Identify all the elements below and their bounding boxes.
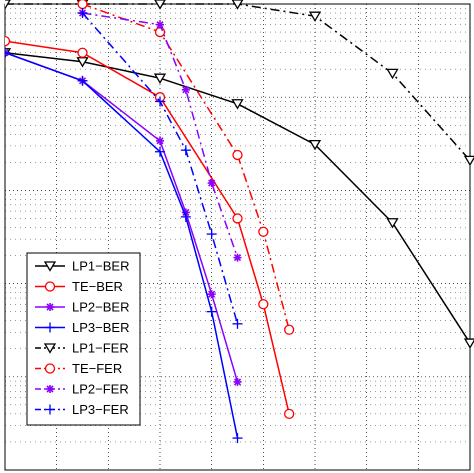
data-point-te-ber [5,35,11,47]
data-point-lp2-fer [233,253,242,262]
legend-box [26,252,141,426]
legend-entry-lp3-fer: LP3−FER [35,402,129,417]
data-point-lp3-fer [77,8,88,19]
legend: LP1−BER TE−BER LP2−BER LP3−BER LP1−FER TE−FER… [26,252,141,426]
data-point-lp3-ber [155,146,165,157]
legend-entry-lp1-ber: LP1−BER [35,259,129,274]
data-point-lp2-ber [156,136,164,145]
data-point-te-fer [258,226,269,237]
data-point-lp1-ber [231,99,244,110]
legend-entry-te-fer: TE−FER [35,361,122,376]
data-point-lp1-fer [308,11,322,22]
data-point-lp3-ber [77,75,88,86]
data-point-lp1-fer [386,68,399,80]
legend-label: LP1−FER [72,341,129,356]
legend-marker [45,322,55,333]
series-line-te-ber [5,40,290,415]
legend-entry-te-ber: TE−BER [35,279,123,294]
legend-marker [45,404,55,415]
series-lp1-ber [5,48,474,349]
legend-entry-lp2-fer: LP2−FER [35,382,129,397]
data-point-lp1-ber [308,139,322,151]
legend-label: TE−BER [72,279,123,294]
data-point-lp1-fer [154,0,166,10]
data-point-te-ber [77,47,88,58]
series-te-fer [77,0,295,335]
legend-label: LP2−BER [72,300,129,315]
legend-marker [43,343,57,354]
legend-label: LP2−FER [72,382,129,397]
series-lines [5,0,474,444]
data-point-te-ber [284,408,295,420]
data-point-lp2-ber [207,290,216,299]
legend-entry-lp2-ber: LP2−BER [35,300,129,315]
data-point-te-fer [154,26,166,38]
data-point-te-fer [284,324,295,335]
legend-marker [44,363,56,374]
data-point-lp1-ber [153,73,167,84]
data-point-lp3-fer [155,96,165,107]
data-point-te-fer [77,0,88,10]
legend-label: LP1−BER [72,259,129,274]
data-point-lp1-ber [463,338,474,349]
data-point-lp3-ber [180,211,191,222]
series-line-lp2-fer [82,12,239,258]
series-line-te-fer [82,3,290,330]
data-point-lp2-fer [207,179,216,188]
legend-marker [46,385,54,393]
series-lp1-fer [5,0,474,167]
data-point-lp3-ber [232,433,243,444]
data-point-te-ber [258,299,269,310]
legend-label: LP3−FER [72,402,129,417]
data-point-te-fer [232,149,243,161]
data-point-lp1-ber [386,218,399,229]
data-point-lp2-fer [156,20,164,29]
series-line-lp3-ber [5,52,239,439]
data-point-lp3-fer [180,145,191,156]
data-point-lp3-fer [232,318,243,329]
data-point-lp3-ber [206,306,217,317]
series-lp3-ber [5,47,243,444]
data-point-lp1-fer [231,0,244,10]
data-point-lp3-ber [5,47,10,58]
data-point-lp2-ber [233,377,242,386]
legend-marker [46,303,54,311]
data-point-lp3-fer [206,229,217,240]
legend-entry-lp1-fer: LP1−FER [35,341,129,356]
series-lp3-fer [77,8,243,329]
series-line-lp1-fer [5,3,471,161]
data-point-lp2-fer [181,85,190,94]
legend-label: TE−FER [72,361,122,376]
legend-marker [43,261,57,272]
legend-entry-lp3-ber: LP3−BER [35,320,129,335]
data-point-lp1-fer [5,0,11,10]
legend-marker [44,281,56,292]
legend-label: LP3−BER [72,320,129,335]
data-point-lp1-fer [463,155,474,167]
series-lp2-fer [78,9,242,262]
data-point-te-ber [232,213,243,224]
